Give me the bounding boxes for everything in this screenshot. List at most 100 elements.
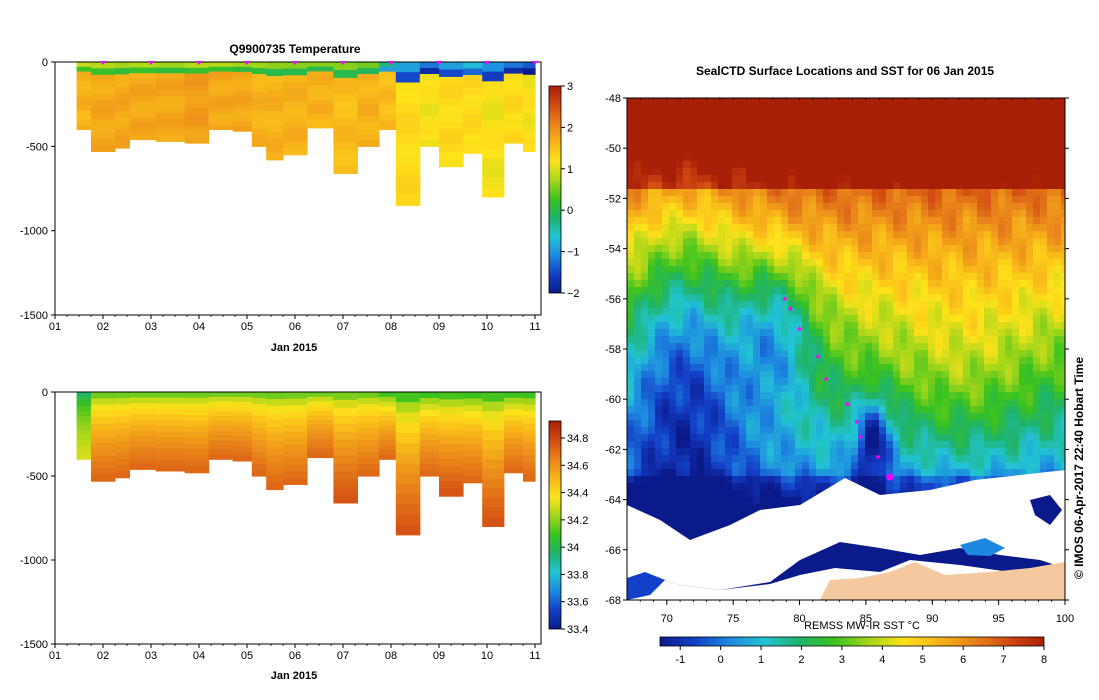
- sst-cell: [970, 231, 978, 239]
- sst-cell: [893, 448, 901, 456]
- sst-cell: [697, 462, 705, 470]
- section-cell: [523, 125, 536, 133]
- sst-cell: [893, 455, 901, 463]
- sst-cell: [774, 336, 782, 344]
- sst-cell: [991, 238, 999, 246]
- section-cell: [76, 66, 92, 73]
- sst-cell: [1047, 133, 1055, 141]
- sst-cell: [858, 168, 866, 176]
- sst-cell: [858, 280, 866, 288]
- sst-cell: [844, 350, 852, 358]
- sst-cell: [991, 469, 999, 477]
- section-cell: [129, 111, 157, 118]
- sst-cell: [760, 315, 768, 323]
- section-cell: [251, 428, 267, 435]
- sst-cell: [1040, 105, 1048, 113]
- sst-cell: [1019, 273, 1027, 281]
- sst-cell: [956, 336, 964, 344]
- sst-cell: [662, 175, 670, 183]
- section-cell: [266, 482, 284, 491]
- sst-cell: [816, 364, 824, 372]
- sst-cell: [956, 420, 964, 428]
- sst-cell: [991, 105, 999, 113]
- sst-cell: [648, 315, 656, 323]
- section-cell: [357, 434, 380, 441]
- sst-cell: [662, 266, 670, 274]
- section-cell: [76, 430, 92, 436]
- sst-cell: [641, 280, 649, 288]
- sst-cell: [921, 161, 929, 169]
- section-cell: [463, 146, 483, 154]
- section-cell: [232, 431, 253, 437]
- sst-cell: [865, 315, 873, 323]
- sst-cell: [634, 469, 642, 477]
- section-cell: [266, 124, 284, 133]
- sst-cell: [795, 385, 803, 393]
- sst-cell: [1054, 343, 1062, 351]
- sst-cell: [648, 210, 656, 218]
- sst-cell: [844, 231, 852, 239]
- sst-cell: [998, 196, 1006, 204]
- section-cell: [184, 397, 210, 405]
- sst-cell: [1061, 245, 1065, 253]
- section-cell: [129, 128, 157, 135]
- sst-cell: [872, 252, 880, 260]
- salinity-axes-frame: [54, 391, 542, 645]
- sst-cell: [1026, 140, 1034, 148]
- sst-cell: [627, 469, 635, 477]
- section-cell: [463, 443, 483, 451]
- sst-cell: [1054, 329, 1062, 337]
- sst-cell: [949, 560, 957, 568]
- sst-cell: [858, 322, 866, 330]
- sst-cell: [774, 322, 782, 330]
- sst-cell: [928, 308, 936, 316]
- sst-cell: [1047, 273, 1055, 281]
- sst-cell: [1026, 406, 1034, 414]
- sst-cell: [970, 245, 978, 253]
- sst-cell: [725, 266, 733, 274]
- sst-cell: [774, 147, 782, 155]
- sst-cell: [928, 133, 936, 141]
- sst-cell: [795, 308, 803, 316]
- section-cell: [208, 401, 234, 407]
- sst-cell: [1047, 308, 1055, 316]
- sst-cell: [760, 294, 768, 302]
- sst-cell: [718, 210, 726, 218]
- sst-cell: [1026, 98, 1034, 106]
- section-cell: [439, 488, 464, 497]
- sst-cell: [998, 399, 1006, 407]
- sst-cell: [858, 357, 866, 365]
- section-cell: [419, 428, 440, 435]
- sst-cell: [767, 217, 775, 225]
- sst-cell: [886, 238, 894, 246]
- sst-cell: [823, 189, 831, 197]
- sst-cell: [753, 469, 761, 477]
- sst-cell: [648, 392, 656, 400]
- sst-cell: [1033, 252, 1041, 260]
- sst-cell: [690, 140, 698, 148]
- sst-cell: [949, 224, 957, 232]
- sst-cell: [893, 336, 901, 344]
- sst-cell: [956, 392, 964, 400]
- sst-cell: [634, 441, 642, 449]
- sst-cell: [907, 273, 915, 281]
- sst-cell: [970, 287, 978, 295]
- section-cell: [482, 100, 505, 111]
- sst-cell: [984, 140, 992, 148]
- sst-cell: [725, 280, 733, 288]
- sst-cell: [760, 350, 768, 358]
- sst-cell: [641, 168, 649, 176]
- sst-cell: [935, 455, 943, 463]
- sst-cell: [767, 210, 775, 218]
- sst-cell: [739, 287, 747, 295]
- sst-cell: [984, 231, 992, 239]
- sst-cell: [886, 203, 894, 211]
- section-cell: [379, 100, 397, 106]
- sst-cell: [970, 371, 978, 379]
- sst-cell: [844, 294, 852, 302]
- sst-cell: [746, 427, 754, 435]
- sst-cell: [851, 546, 859, 554]
- sst-cell: [1061, 420, 1065, 428]
- sst-cell: [718, 301, 726, 309]
- sst-cell: [634, 413, 642, 421]
